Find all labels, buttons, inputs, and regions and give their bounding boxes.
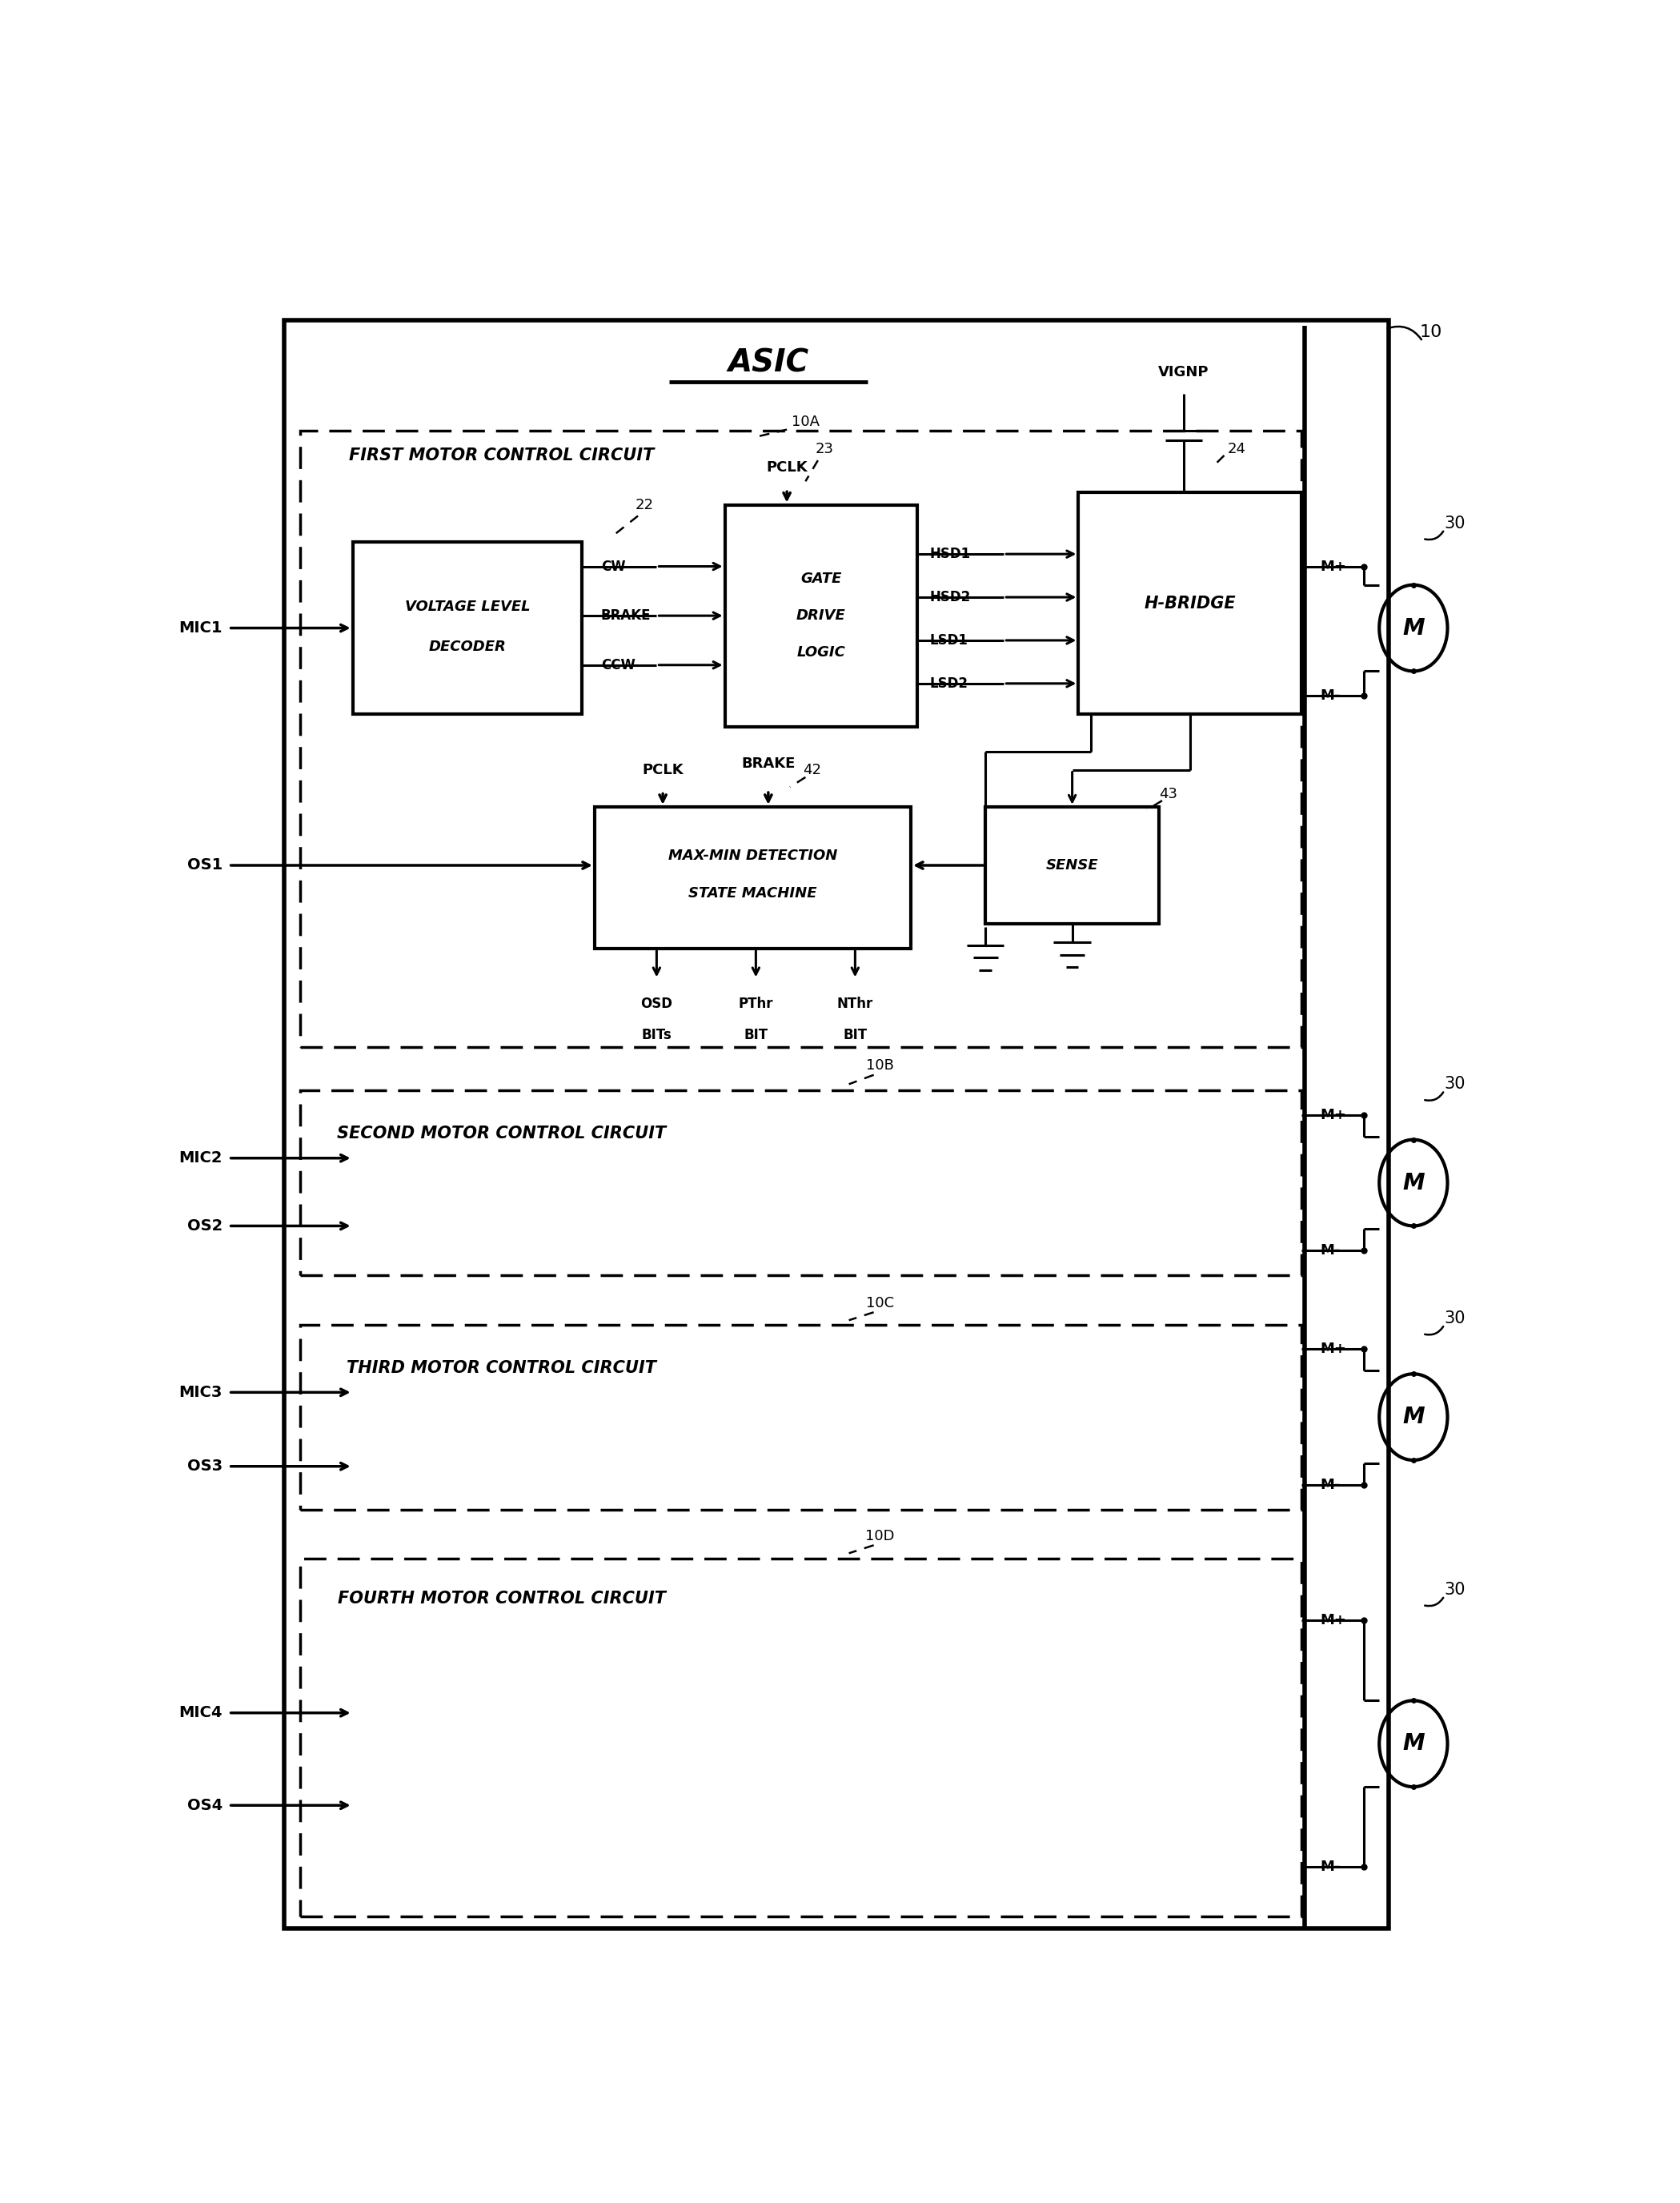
Text: 42: 42: [803, 762, 822, 778]
Text: DRIVE: DRIVE: [796, 608, 845, 623]
Bar: [353, 542, 583, 714]
Text: 22: 22: [635, 498, 654, 511]
Text: MIC2: MIC2: [178, 1150, 222, 1165]
Text: M+: M+: [1320, 560, 1347, 573]
Text: FIRST MOTOR CONTROL CIRCUIT: FIRST MOTOR CONTROL CIRCUIT: [349, 447, 654, 463]
Text: 10D: 10D: [865, 1529, 894, 1542]
Bar: [724, 504, 917, 727]
Text: BIT: BIT: [843, 1027, 867, 1042]
Text: LSD1: LSD1: [929, 632, 968, 648]
Text: NThr: NThr: [837, 996, 874, 1011]
Text: M: M: [1403, 1172, 1425, 1194]
Text: 30: 30: [1445, 1582, 1465, 1597]
Text: BITs: BITs: [642, 1027, 672, 1042]
Text: M-: M-: [1320, 1478, 1341, 1491]
Text: PCLK: PCLK: [766, 460, 808, 476]
Text: FOURTH MOTOR CONTROL CIRCUIT: FOURTH MOTOR CONTROL CIRCUIT: [338, 1591, 665, 1606]
Text: 30: 30: [1445, 516, 1465, 531]
Text: SENSE: SENSE: [1047, 859, 1099, 872]
Text: BIT: BIT: [744, 1027, 768, 1042]
Text: H-BRIDGE: H-BRIDGE: [1144, 595, 1236, 612]
Bar: [301, 1090, 1302, 1276]
Text: 43: 43: [1159, 786, 1178, 802]
Text: STATE MACHINE: STATE MACHINE: [689, 886, 816, 901]
Text: OS3: OS3: [186, 1458, 222, 1474]
Text: 10C: 10C: [865, 1295, 894, 1311]
Text: SECOND MOTOR CONTROL CIRCUIT: SECOND MOTOR CONTROL CIRCUIT: [338, 1126, 665, 1141]
Text: BRAKE: BRAKE: [741, 756, 795, 771]
Bar: [301, 1324, 1302, 1509]
Text: 30: 30: [1445, 1075, 1465, 1093]
Text: LSD2: LSD2: [929, 676, 968, 692]
Text: M: M: [1403, 1406, 1425, 1428]
Text: GATE: GATE: [800, 571, 842, 586]
Text: MAX-MIN DETECTION: MAX-MIN DETECTION: [669, 848, 837, 864]
Bar: [986, 806, 1159, 923]
Text: CW: CW: [601, 560, 625, 573]
Text: OS2: OS2: [186, 1218, 222, 1234]
Text: LOGIC: LOGIC: [796, 645, 845, 661]
Text: PThr: PThr: [739, 996, 773, 1011]
Text: 10B: 10B: [865, 1057, 894, 1073]
Bar: [301, 1560, 1302, 1917]
Text: OS4: OS4: [186, 1798, 222, 1813]
Text: ASIC: ASIC: [727, 348, 808, 379]
Text: OS1: OS1: [186, 857, 222, 872]
Text: M-: M-: [1320, 1242, 1341, 1258]
Text: 24: 24: [1228, 443, 1245, 456]
Bar: [1079, 493, 1302, 714]
Text: M+: M+: [1320, 1108, 1347, 1121]
Bar: [301, 432, 1302, 1046]
Text: HSD1: HSD1: [929, 546, 971, 562]
Text: 30: 30: [1445, 1311, 1465, 1326]
Text: THIRD MOTOR CONTROL CIRCUIT: THIRD MOTOR CONTROL CIRCUIT: [346, 1359, 657, 1375]
Text: VIGNP: VIGNP: [1159, 366, 1210, 379]
Text: M-: M-: [1320, 690, 1341, 703]
Text: M-: M-: [1320, 1859, 1341, 1875]
Text: M+: M+: [1320, 1342, 1347, 1357]
Text: CCW: CCW: [601, 659, 635, 672]
Text: M: M: [1403, 617, 1425, 639]
Text: BRAKE: BRAKE: [601, 608, 650, 623]
Text: DECODER: DECODER: [428, 639, 506, 654]
Text: MIC1: MIC1: [178, 621, 222, 637]
Text: M: M: [1403, 1732, 1425, 1756]
Text: HSD2: HSD2: [929, 590, 971, 604]
Text: MIC3: MIC3: [178, 1386, 222, 1399]
Text: M+: M+: [1320, 1613, 1347, 1628]
Bar: [284, 319, 1389, 1928]
Text: PCLK: PCLK: [642, 762, 684, 778]
Text: 10A: 10A: [791, 414, 820, 430]
Bar: [595, 806, 911, 949]
Text: MIC4: MIC4: [178, 1705, 222, 1721]
Text: 10: 10: [1420, 324, 1443, 339]
Text: OSD: OSD: [640, 996, 672, 1011]
Text: VOLTAGE LEVEL: VOLTAGE LEVEL: [405, 599, 531, 615]
Text: 23: 23: [815, 443, 833, 456]
